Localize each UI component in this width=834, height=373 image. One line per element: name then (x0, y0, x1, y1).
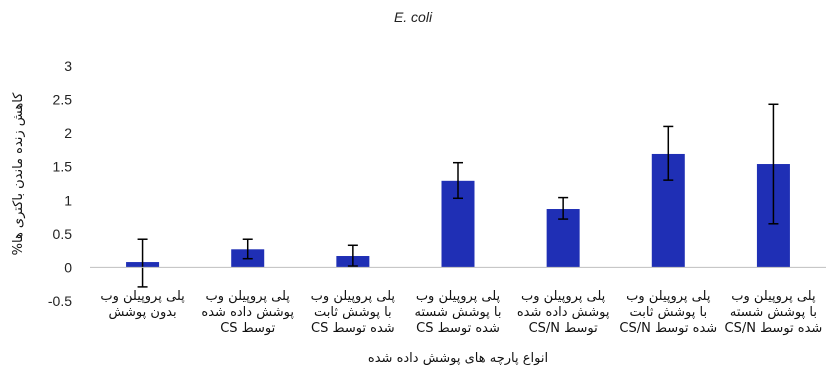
bars (126, 103, 790, 288)
x-axis-title: انواع پارچه های پوشش داده شده (368, 351, 548, 366)
y-tick-label: -0.5 (48, 293, 72, 309)
y-tick-label: 0 (64, 259, 72, 275)
y-tick-label: 2 (64, 125, 72, 141)
y-tick-label: 1.5 (53, 159, 73, 175)
y-tick-label: 1 (64, 192, 72, 208)
error-bar (242, 238, 253, 260)
x-category-label: پلی پروپیلن وب بدون پوشش (100, 289, 185, 320)
x-category-label: پلی پروپیلن وب با پوشش ثابت شده توسط CS/N (619, 289, 717, 336)
x-category-label: پلی پروپیلن وب با پوشش شسته شده توسط CS (414, 289, 501, 336)
error-bar (558, 196, 569, 220)
chart-title: E. coli (394, 9, 433, 25)
error-bar (137, 238, 148, 288)
x-category-label: پلی پروپیلن وب با پوشش شسته شده توسط CS/N (725, 289, 823, 336)
y-tick-label: 0.5 (53, 226, 73, 242)
y-axis-ticks: 3 2.5 2 1.5 1 0.5 0 -0.5 (48, 58, 72, 309)
y-axis-title: کاهش زنده ماندن باکتری ها% (11, 92, 26, 256)
y-tick-label: 2.5 (53, 92, 73, 108)
y-tick-label: 3 (64, 58, 72, 74)
error-bar (663, 125, 674, 181)
x-category-label: پلی پروپیلن وب با پوشش ثابت شده توسط CS (311, 289, 396, 336)
x-category-label: پلی پروپیلن وب پوشش داده شده توسط CS/N (517, 289, 610, 336)
x-axis-categories: پلی پروپیلن وب بدون پوشش پلی پروپیلن وب پوش… (100, 289, 822, 336)
error-bar (453, 161, 463, 200)
error-bar (347, 244, 358, 267)
x-category-label: پلی پروپیلن وب پوشش داده شده توسط CS (201, 289, 294, 336)
error-bar (768, 103, 779, 225)
